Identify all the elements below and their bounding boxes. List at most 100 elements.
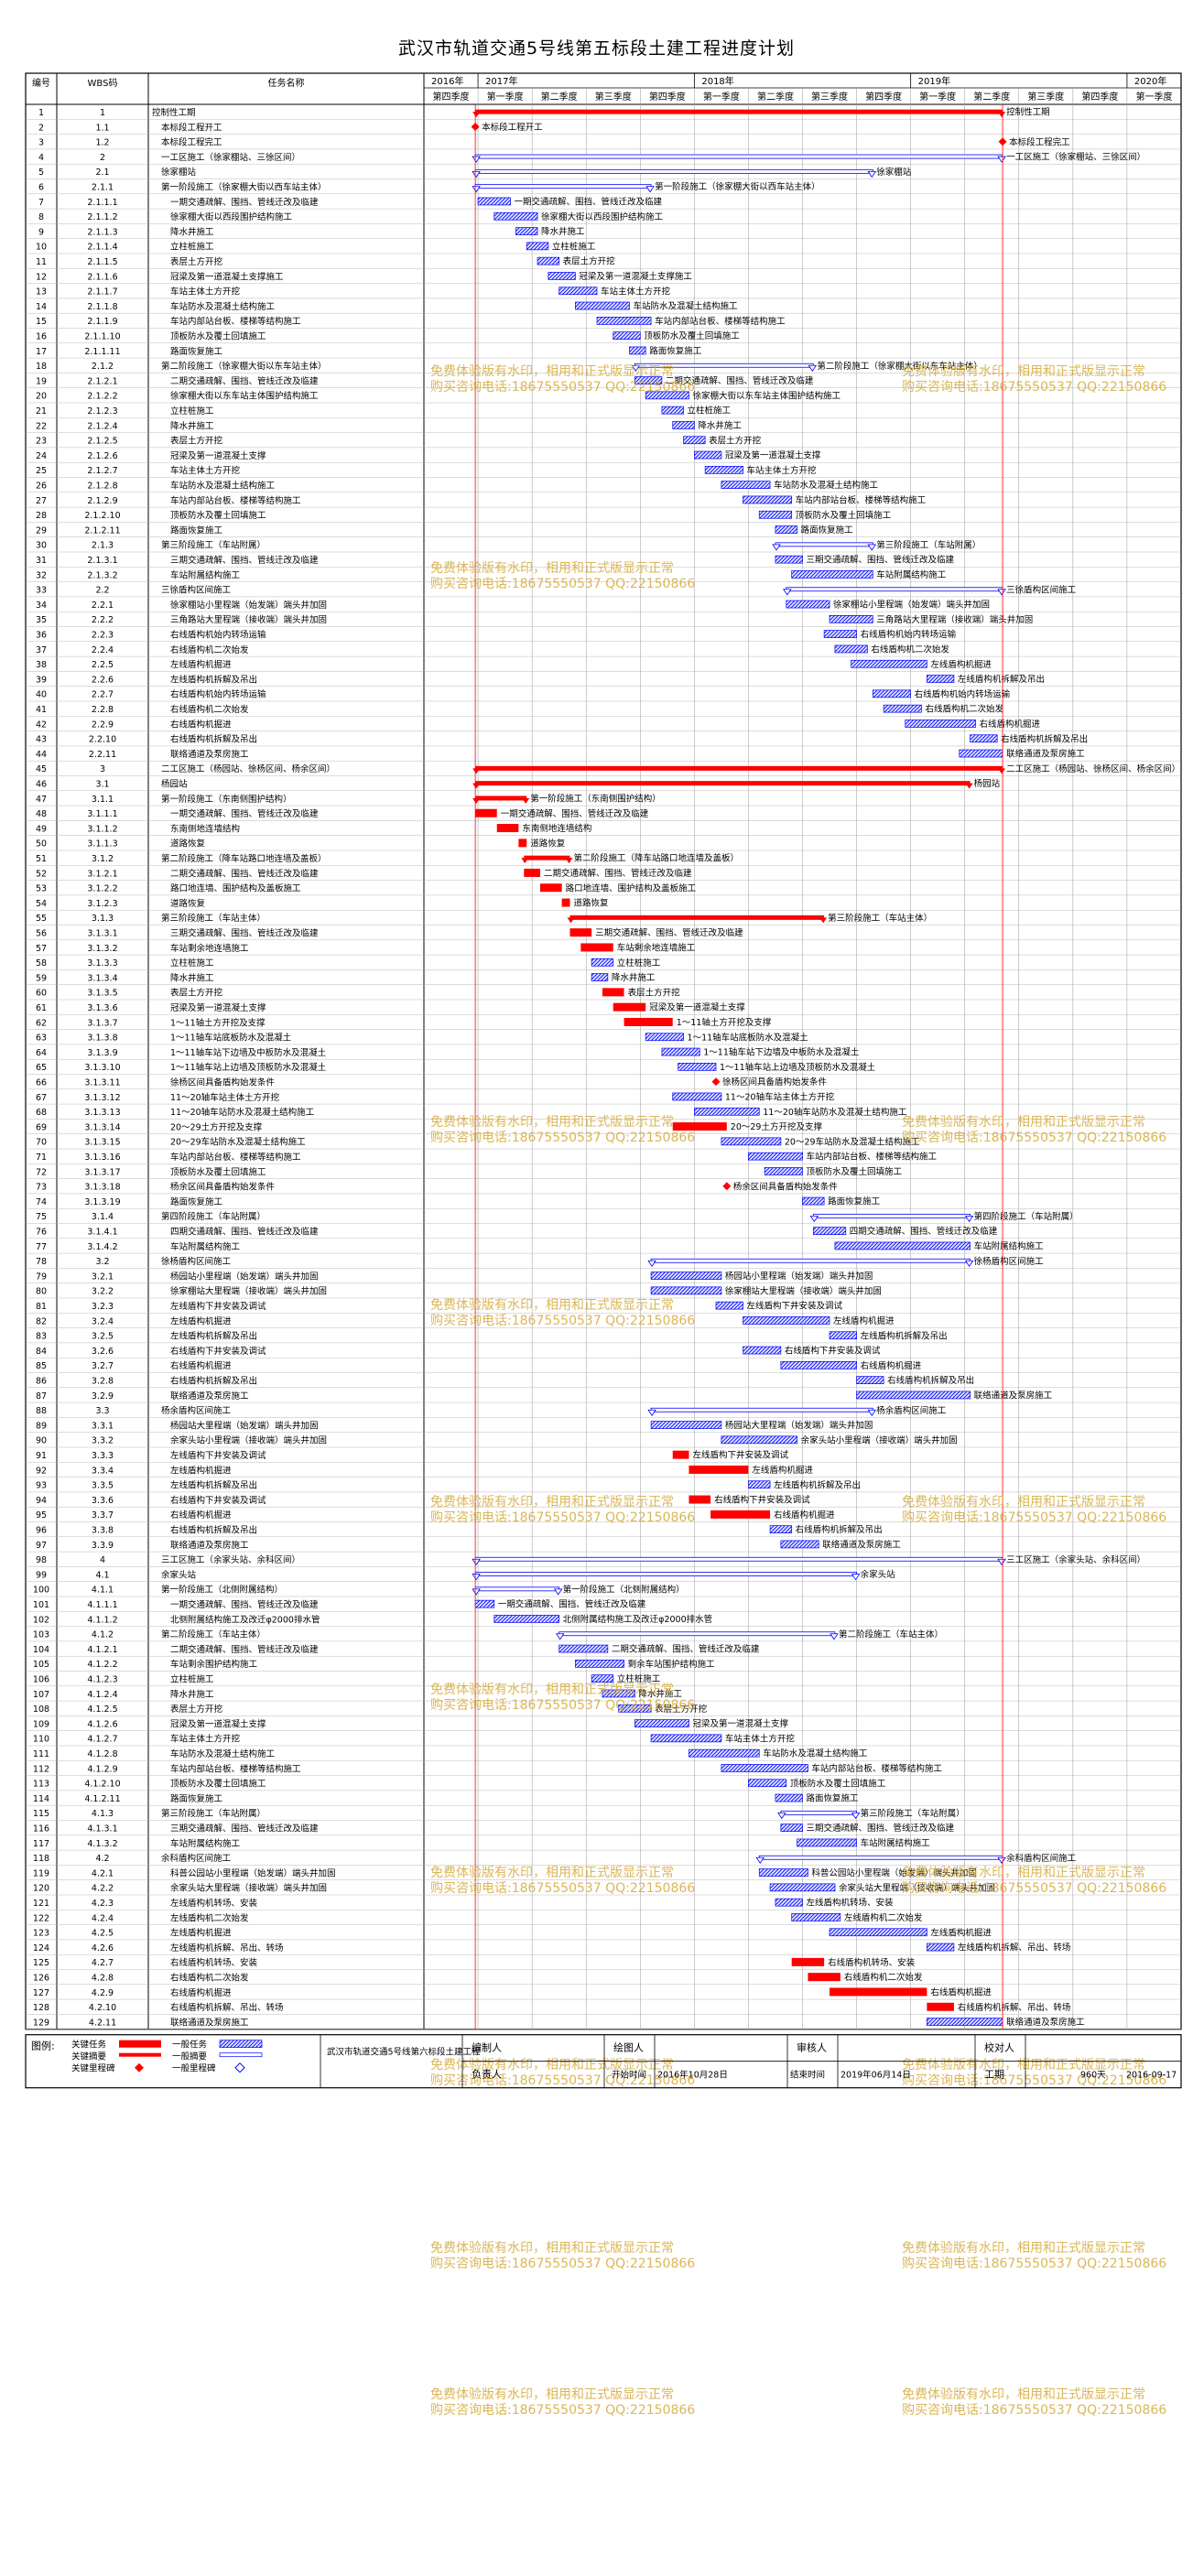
bar-label: 车站内部站台板、楼梯等结构施工 xyxy=(796,494,927,505)
row-no: 38 xyxy=(36,660,47,670)
bar-label: 剩余车站围护结构施工 xyxy=(628,1659,716,1670)
row-wbs: 2.2.2 xyxy=(92,615,114,625)
row-wbs: 4.2.7 xyxy=(92,1958,114,1968)
row-task-name: 车站内部站台板、楼梯等结构施工 xyxy=(170,316,301,327)
row-no: 105 xyxy=(33,1660,49,1670)
task-bar xyxy=(834,1241,971,1250)
row-task-name: 车站剩余围护结构施工 xyxy=(170,1659,258,1670)
task-bar xyxy=(694,1107,760,1116)
task-bar xyxy=(775,525,797,534)
row-no: 112 xyxy=(33,1764,49,1774)
row-task-name: 11～20轴车站防水及混凝土结构施工 xyxy=(170,1107,315,1118)
bar-label: 立柱桩施工 xyxy=(617,958,661,969)
bar-label: 立柱桩施工 xyxy=(617,1673,661,1684)
summary-cap-start xyxy=(472,112,481,118)
row-wbs: 4 xyxy=(100,1555,105,1565)
critical-summary-bar xyxy=(524,855,570,860)
row-task-name: 徐家棚大街以东车站主体围护结构施工 xyxy=(170,391,319,402)
task-bar xyxy=(829,1928,927,1937)
task-bar xyxy=(797,1838,857,1847)
row-task-name: 控制性工期 xyxy=(152,107,196,118)
bar-label: 控制性工期 xyxy=(1006,107,1050,118)
task-bar xyxy=(672,421,695,429)
row-task-name: 左线盾构机拆解、吊出、转场 xyxy=(170,1943,284,1954)
row-no: 16 xyxy=(36,332,47,342)
row-wbs: 4.1.2.6 xyxy=(87,1719,117,1729)
row-task-name: 余家头站 xyxy=(161,1569,197,1580)
bar-label: 表层土方开挖 xyxy=(628,987,681,998)
row-wbs: 3.1.3.8 xyxy=(87,1034,117,1044)
bar-label: 联络通道及泵房施工 xyxy=(822,1539,901,1550)
year-label: 2017年 xyxy=(485,75,517,87)
quarter-label: 第二季度 xyxy=(757,91,794,103)
task-bar xyxy=(645,1033,684,1042)
bar-label: 一工区施工（徐家棚站、三徐区间） xyxy=(1006,152,1145,163)
bar-label: 左线盾构机掘进 xyxy=(752,1465,813,1476)
summary-bar xyxy=(780,1810,857,1815)
row-wbs: 3.3.2 xyxy=(92,1436,114,1446)
row-wbs: 2.1.2.4 xyxy=(87,421,117,431)
row-wbs: 3.1.3.16 xyxy=(84,1153,120,1163)
row-no: 98 xyxy=(36,1555,47,1565)
bar-label: 左线盾构机拆解及吊出 xyxy=(861,1330,948,1341)
task-bar xyxy=(758,510,793,519)
bar-label: 路面恢复施工 xyxy=(649,345,702,356)
row-task-name: 表层土方开挖 xyxy=(170,256,223,267)
task-bar xyxy=(602,1689,635,1698)
row-task-name: 第三阶段施工（车站附属） xyxy=(161,1808,266,1819)
bar-label: 降水井施工 xyxy=(638,1688,682,1699)
row-no: 115 xyxy=(33,1809,49,1819)
row-task-name: 20～29车站防水及混凝土结构施工 xyxy=(170,1137,306,1148)
row-no: 127 xyxy=(33,1988,49,1998)
row-wbs: 4.2 xyxy=(95,1854,109,1864)
bar-label: 二期交通疏解、围挡、管线迁改及临建 xyxy=(612,1644,760,1655)
row-wbs: 1.1 xyxy=(95,123,109,133)
critical-task-bar xyxy=(475,808,497,817)
row-task-name: 车站附属结构施工 xyxy=(170,569,241,580)
row-wbs: 3.2.4 xyxy=(92,1316,114,1326)
row-no: 53 xyxy=(36,884,47,894)
bar-label: 右线盾构机拆解及吊出 xyxy=(1001,733,1088,744)
row-wbs: 2.1.1.1 xyxy=(87,198,117,208)
row-wbs: 3.3.4 xyxy=(92,1466,114,1476)
summary-cap-end xyxy=(997,589,1006,596)
summary-cap-end xyxy=(867,1409,877,1416)
bar-label: 徐家棚站大里程端（接收端）端头井加固 xyxy=(725,1285,882,1296)
row-task-name: 北侧附属结构施工及改迁φ2000排水管 xyxy=(170,1614,320,1625)
bar-label: 车站主体土方开挖 xyxy=(747,465,818,476)
bar-label: 车站附属结构施工 xyxy=(974,1240,1045,1251)
critical-task-bar xyxy=(830,1987,927,1997)
row-no: 21 xyxy=(36,406,47,417)
task-bar xyxy=(748,1152,803,1161)
task-bar xyxy=(683,436,706,445)
bar-label: 右线盾构机掘进 xyxy=(861,1360,922,1371)
row-wbs: 4.1.2.11 xyxy=(84,1794,120,1804)
row-no: 11 xyxy=(36,257,47,267)
quarter-label: 第四季度 xyxy=(865,91,902,103)
bar-label: 右线盾构机转场、安装 xyxy=(828,1957,916,1968)
row-task-name: 联络通道及泵房施工 xyxy=(170,749,249,760)
task-bar xyxy=(780,1824,803,1833)
bar-label: 左线盾构下井安装及调试 xyxy=(747,1301,843,1312)
bar-label: 车站防水及混凝土结构施工 xyxy=(633,301,738,312)
row-no: 26 xyxy=(36,482,47,492)
task-bar xyxy=(721,1137,782,1146)
year-label: 2020年 xyxy=(1134,75,1166,87)
bar-label: 联络通道及泵房施工 xyxy=(1006,2017,1085,2028)
watermark-line1: 免费体验版有水印，相用和正式版显示正常 xyxy=(430,2387,674,2402)
row-no: 49 xyxy=(36,824,47,834)
row-wbs: 2.1.1.7 xyxy=(87,287,117,298)
task-bar xyxy=(493,1615,560,1623)
row-wbs: 2.1.2.7 xyxy=(87,466,117,476)
year-label: 2016年 xyxy=(431,75,463,87)
watermark-line1: 免费体验版有水印，相用和正式版显示正常 xyxy=(430,1298,674,1313)
row-no: 117 xyxy=(33,1839,49,1849)
quarter-label: 第一季度 xyxy=(1135,91,1172,103)
row-task-name: 右线盾构机拆解及吊出 xyxy=(170,734,257,745)
summary-bar xyxy=(812,1213,971,1218)
row-no: 31 xyxy=(36,556,47,566)
row-wbs: 4.1.2.5 xyxy=(87,1705,117,1715)
row-no: 78 xyxy=(36,1257,47,1267)
row-no: 123 xyxy=(33,1929,49,1939)
task-bar xyxy=(689,1748,760,1758)
